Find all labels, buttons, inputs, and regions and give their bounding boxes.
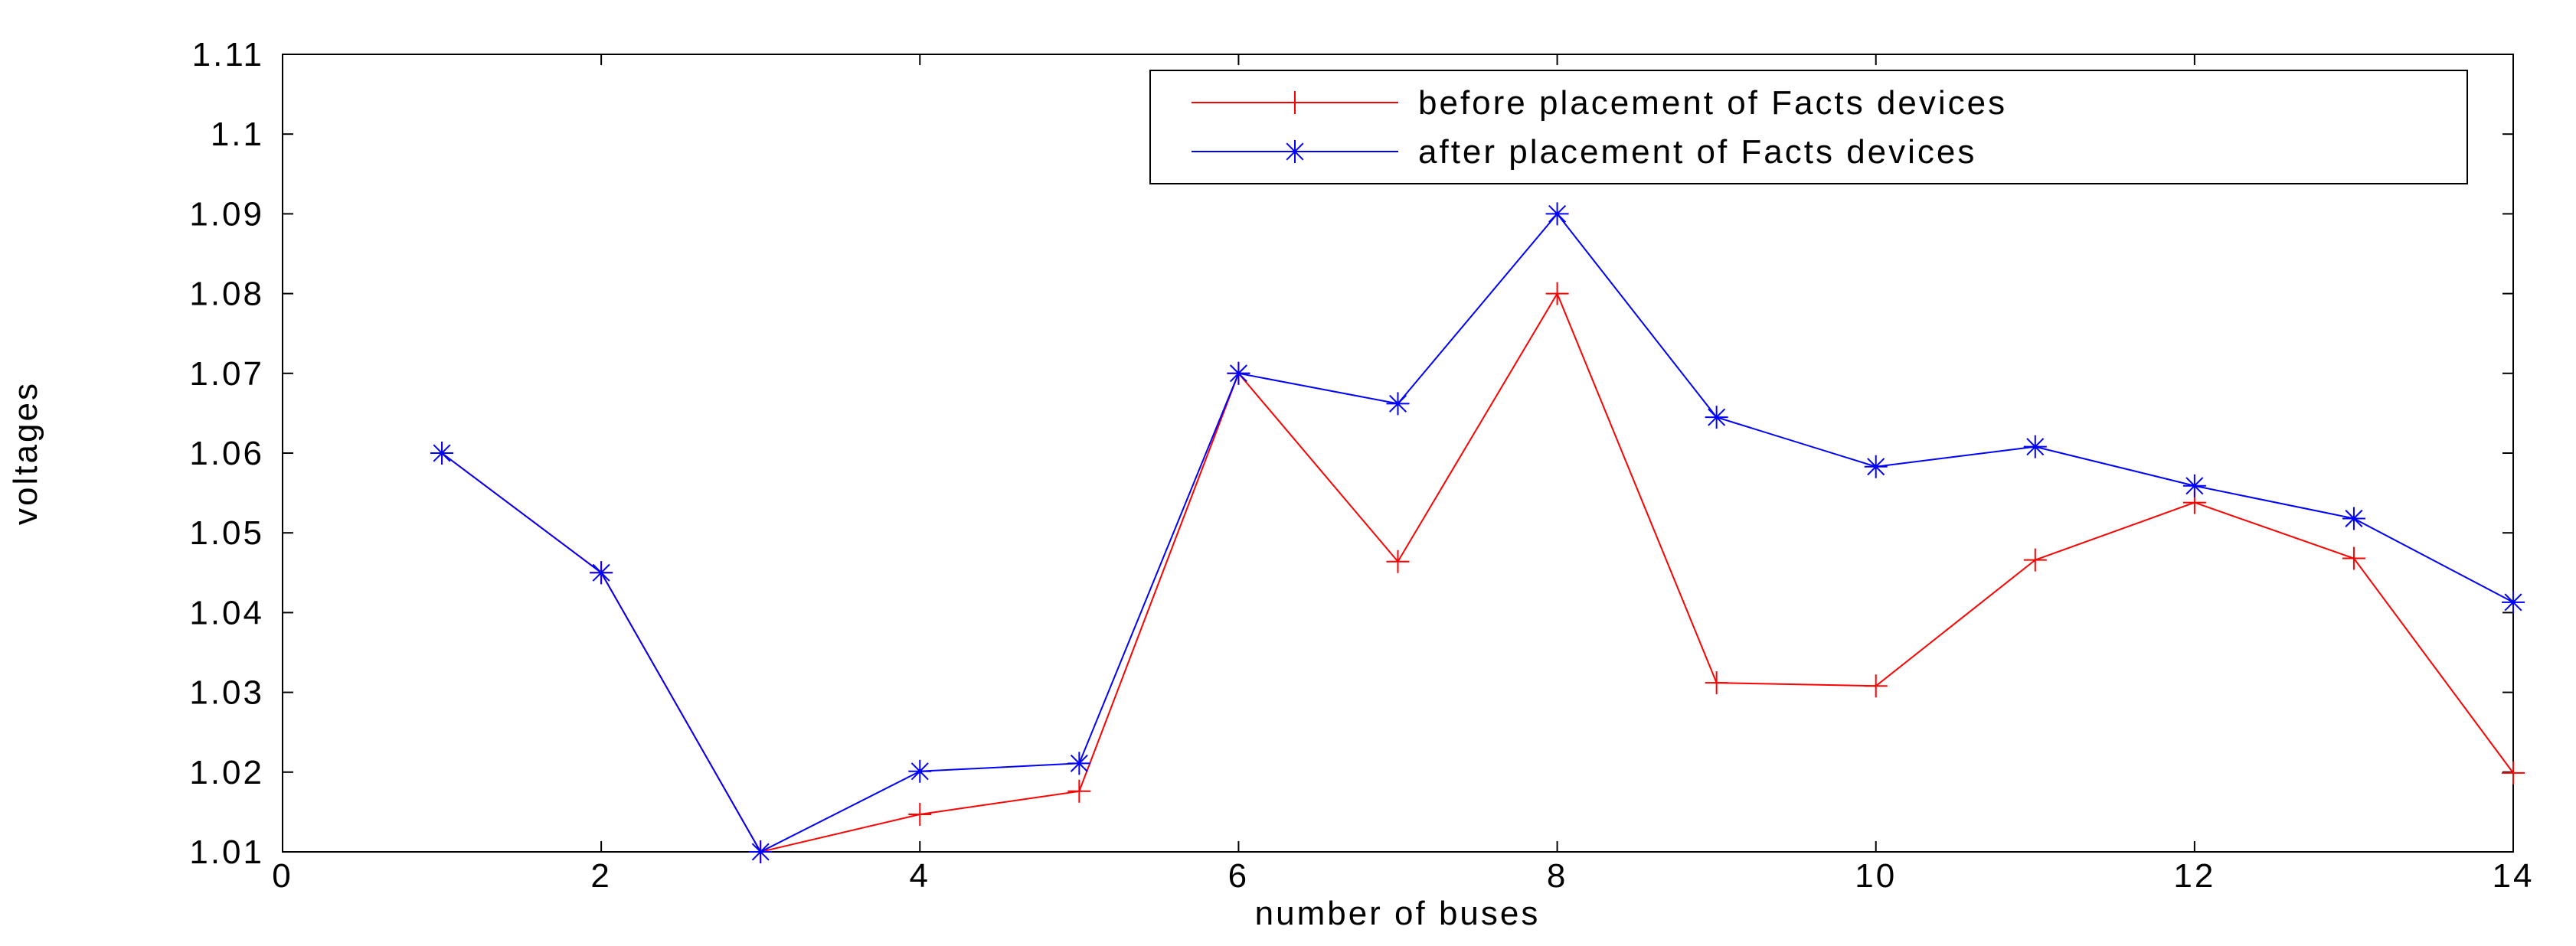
data-point [1705, 671, 1728, 695]
data-point [2023, 548, 2047, 572]
y-tick-label: 1.01 [189, 833, 264, 871]
y-tick-label: 1.11 [192, 36, 264, 73]
data-point [1864, 455, 1888, 478]
data-point [1864, 674, 1888, 698]
x-tick-label: 8 [1547, 857, 1568, 895]
legend-label: before placement of Facts devices [1418, 84, 2007, 122]
x-tick-label: 0 [272, 857, 293, 895]
data-point [2342, 507, 2365, 530]
data-point [908, 759, 932, 783]
x-tick-label: 6 [1228, 857, 1249, 895]
data-point [2023, 435, 2047, 458]
data-point [1386, 550, 1410, 573]
y-tick-label: 1.04 [189, 594, 264, 631]
legend-box [1149, 70, 2468, 184]
data-point [1386, 392, 1410, 416]
x-axis-label: number of buses [1255, 895, 1541, 932]
y-tick-label: 1.05 [189, 514, 264, 552]
series-line [441, 212, 2514, 853]
data-point [2182, 474, 2206, 497]
data-point [590, 561, 613, 585]
data-point [908, 803, 932, 827]
data-point [1227, 361, 1250, 385]
data-point [749, 840, 773, 863]
legend-marker [1283, 91, 1306, 114]
y-tick-label: 1.07 [189, 355, 264, 393]
y-tick-label: 1.08 [189, 276, 264, 313]
data-point [1705, 406, 1728, 429]
legend-label: after placement of Facts devices [1418, 133, 1976, 171]
data-point [1067, 779, 1091, 803]
x-tick-label: 2 [590, 857, 611, 895]
y-tick-label: 1.1 [211, 116, 264, 153]
data-point [1545, 282, 1569, 305]
y-tick-label: 1.02 [189, 754, 264, 791]
plot-area [282, 54, 2514, 853]
y-tick-label: 1.09 [189, 195, 264, 233]
data-point [1545, 202, 1569, 226]
series-line [441, 292, 2514, 853]
y-tick-label: 1.06 [189, 435, 264, 472]
legend-marker [1283, 140, 1306, 163]
y-axis-label: voltages [7, 381, 44, 525]
y-tick-label: 1.03 [189, 674, 264, 712]
x-tick-label: 12 [2173, 857, 2215, 895]
x-tick-label: 4 [910, 857, 930, 895]
x-tick-label: 14 [2493, 857, 2535, 895]
data-point [430, 442, 454, 465]
data-point [1067, 752, 1091, 775]
data-point [2502, 590, 2525, 614]
x-tick-label: 10 [1855, 857, 1897, 895]
data-point [2502, 761, 2525, 785]
data-point [2342, 546, 2365, 570]
